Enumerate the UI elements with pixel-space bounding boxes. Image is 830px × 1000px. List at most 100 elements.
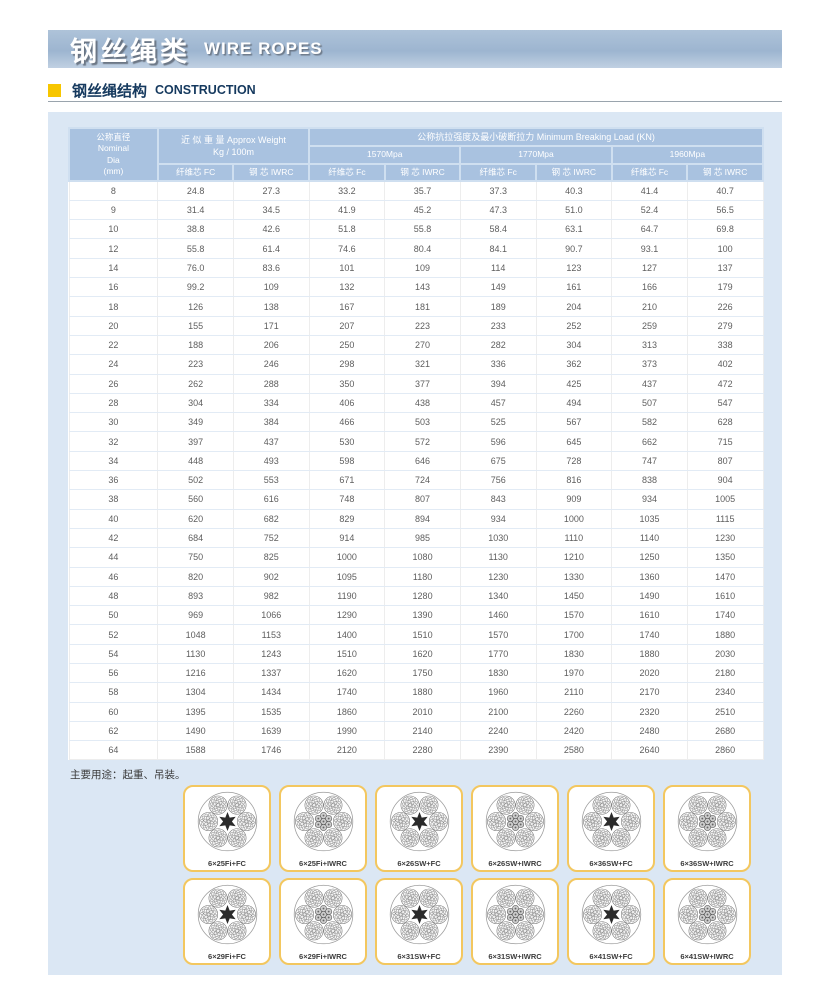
cell-value: 406: [308, 393, 386, 414]
cell-value: 1035: [611, 509, 688, 529]
cell-value: 99.2: [157, 277, 234, 298]
cell-value: 914: [308, 528, 386, 549]
cell-value: 304: [157, 393, 234, 414]
cell-value: 1110: [535, 528, 613, 549]
cell-value: 377: [384, 374, 461, 394]
cell-value: 143: [384, 277, 461, 298]
cell-value: 171: [232, 316, 310, 336]
cell-value: 1490: [157, 721, 234, 742]
rope-card: 6×29Fi+IWRC: [279, 878, 367, 966]
cell-value: 76.0: [157, 258, 234, 279]
cell-value: 127: [611, 258, 688, 279]
cell-value: 189: [459, 296, 537, 317]
cell-diameter: 18: [68, 296, 159, 317]
col-group-approx-weight: 近 似 重 量 Approx Weight Kg / 100m: [156, 127, 311, 165]
cell-value: 41.4: [611, 181, 688, 201]
cell-value: 1639: [232, 721, 310, 742]
table-row: 52 1048 1153 1400 1510 1570 1700 1740 1880: [68, 624, 764, 645]
cell-value: 40.3: [535, 181, 613, 201]
cell-value: 204: [535, 296, 613, 317]
cell-value: 109: [232, 277, 310, 298]
cell-value: 155: [157, 316, 234, 336]
rope-card: 6×41SW+FC: [567, 878, 655, 966]
cell-value: 1330: [535, 567, 613, 587]
cell-value: 1000: [308, 547, 386, 568]
content-panel: 公称直径 Nominal Dia (mm) 近 似 重 量 Approx Wei…: [48, 112, 782, 975]
col-group-1570mpa: 1570Mpa: [308, 145, 462, 165]
cell-value: 620: [157, 509, 234, 529]
table-row: 36 502 553 671 724 756 816 838 904: [68, 470, 764, 491]
table-row: 50 969 1066 1290 1390 1460 1570 1610 1740: [68, 605, 764, 626]
cell-value: 233: [459, 316, 537, 336]
rope-label: 6×41SW+FC: [589, 951, 633, 961]
cell-value: 425: [535, 374, 613, 394]
section-title-en: CONSTRUCTION: [155, 83, 256, 97]
col-header-1570-fc: 纤维芯 Fc: [308, 162, 386, 183]
cell-value: 2640: [611, 740, 688, 761]
cell-value: 56.5: [686, 200, 764, 221]
cell-value: 2390: [459, 740, 537, 761]
rope-card: 6×41SW+IWRC: [663, 878, 751, 966]
cell-value: 1460: [459, 605, 537, 626]
cell-value: 684: [157, 528, 234, 549]
cell-value: 132: [308, 277, 386, 298]
cell-value: 820: [157, 567, 234, 587]
col-group-breaking-load: 公称抗拉强度及最小破断拉力 Minimum Breaking Load (KN): [308, 126, 764, 148]
cell-value: 2580: [535, 740, 613, 761]
cell-value: 893: [157, 586, 234, 607]
rope-label: 6×29Fi+IWRC: [299, 951, 347, 961]
col-header-1570-iwrc: 钢 芯 IWRC: [383, 162, 462, 183]
rope-cross-section-icon: [677, 792, 737, 852]
cell-value: 1130: [157, 644, 234, 665]
cell-value: 969: [157, 605, 234, 626]
cell-value: 80.4: [384, 238, 461, 259]
cell-value: 2280: [384, 740, 461, 761]
table-row: 26 262 288 350 377 394 425 437 472: [68, 374, 764, 394]
cell-value: 90.7: [535, 238, 613, 259]
cell-value: 1048: [157, 624, 234, 645]
cell-value: 671: [308, 470, 386, 491]
rope-cross-section-icon: [485, 885, 545, 945]
cell-diameter: 8: [68, 181, 159, 201]
rope-label: 6×25Fi+FC: [208, 858, 246, 868]
table-body: 8 24.8 27.3 33.2 35.7 37.3 40.3 41.4 40.7 9 31.4 34…: [68, 181, 764, 761]
cell-value: 1395: [157, 702, 234, 722]
table-row: 14 76.0 83.6 101 109 114 123 127 137: [68, 258, 764, 279]
rope-cross-section-icon: [293, 792, 353, 852]
cell-value: 2340: [686, 682, 764, 703]
cell-diameter: 38: [68, 489, 159, 510]
cell-value: 51.0: [535, 200, 613, 221]
table-row: 40 620 682 829 894 934 1000 1035 1115: [68, 509, 764, 529]
cell-value: 1153: [232, 624, 310, 645]
cell-value: 1700: [535, 624, 613, 645]
table-row: 34 448 493 598 646 675 728 747 807: [68, 451, 764, 472]
cell-value: 279: [686, 316, 764, 336]
cell-value: 58.4: [459, 219, 537, 240]
cell-value: 123: [535, 258, 613, 279]
cell-value: 1005: [686, 489, 764, 510]
cell-value: 503: [384, 412, 461, 433]
table-header: 公称直径 Nominal Dia (mm) 近 似 重 量 Approx Wei…: [68, 126, 765, 183]
cell-value: 1570: [459, 624, 537, 645]
cell-diameter: 50: [68, 605, 159, 626]
cell-value: 547: [686, 393, 764, 414]
rope-cross-section-icon: [293, 885, 353, 945]
cell-value: 750: [157, 547, 234, 568]
table-row: 16 99.2 109 132 143 149 161 166 179: [68, 277, 764, 298]
cell-value: 167: [308, 296, 386, 317]
cell-value: 2480: [611, 721, 688, 742]
cell-value: 41.9: [308, 200, 386, 221]
cell-value: 282: [459, 335, 537, 356]
cell-value: 69.8: [686, 219, 764, 240]
cell-value: 1190: [308, 586, 386, 607]
page-banner: 钢丝绳类 WIRE ROPES: [48, 30, 782, 68]
cell-diameter: 60: [68, 702, 159, 722]
cell-value: 1230: [686, 528, 764, 549]
cell-diameter: 48: [68, 586, 159, 607]
rope-cross-section-icon: [581, 885, 641, 945]
cell-value: 1080: [384, 547, 461, 568]
table-row: 12 55.8 61.4 74.6 80.4 84.1 90.7 93.1 100: [68, 238, 764, 259]
cell-value: 1390: [384, 605, 461, 626]
cell-value: 628: [686, 412, 764, 433]
cell-value: 373: [611, 354, 688, 375]
